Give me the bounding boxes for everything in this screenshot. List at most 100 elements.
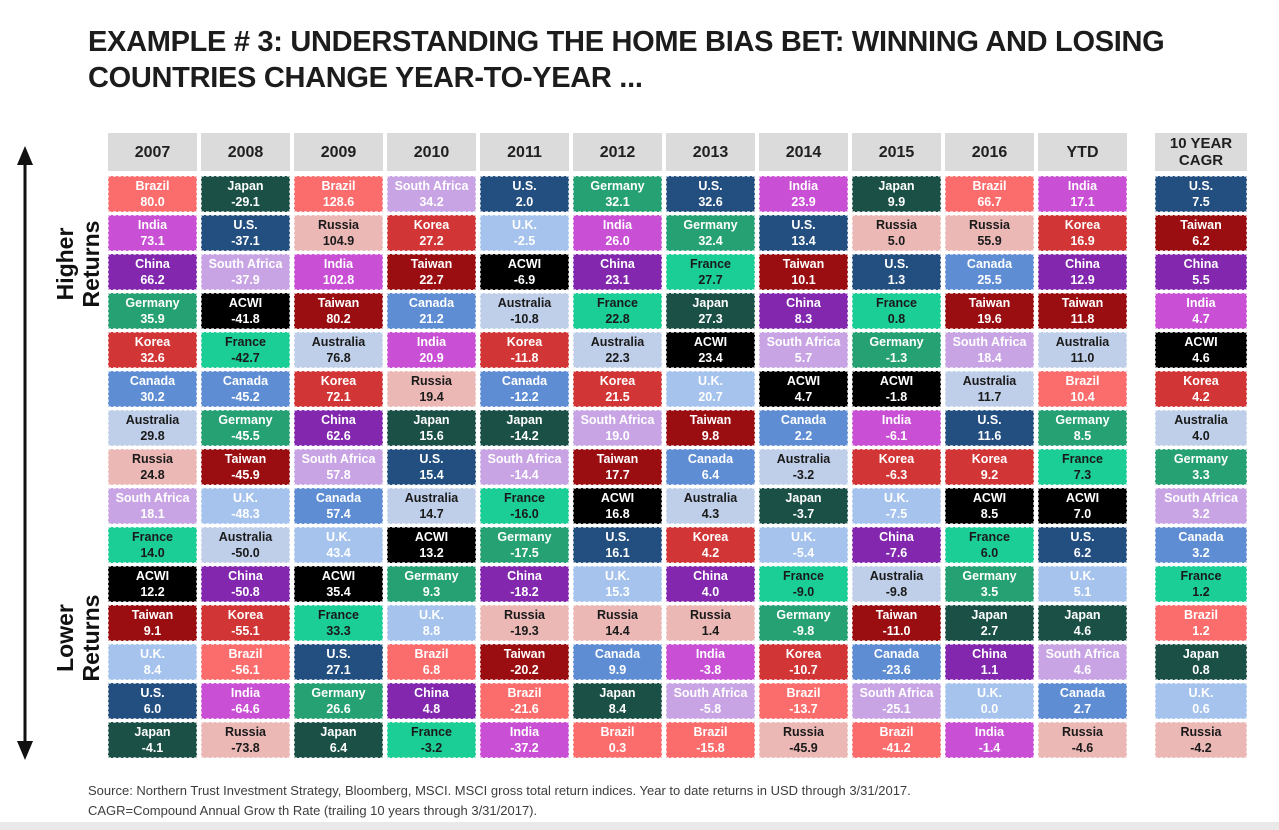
country-label: India (974, 725, 1005, 739)
return-value: -11.8 (510, 351, 539, 365)
return-cell: Korea -10.7 (759, 644, 848, 680)
country-label: ACWI (507, 257, 542, 271)
country-label: Taiwan (503, 647, 546, 661)
country-label: Taiwan (968, 296, 1011, 310)
country-label: Germany (869, 335, 924, 349)
return-cell: India 102.8 (294, 254, 383, 290)
country-label: U.K. (1188, 686, 1214, 700)
return-cell: South Africa 57.8 (294, 449, 383, 485)
country-label: India (788, 179, 819, 193)
return-cell: Australia 14.7 (387, 488, 476, 524)
return-value: 24.8 (140, 468, 165, 482)
return-value: -23.6 (882, 663, 911, 677)
country-label: South Africa (487, 452, 562, 466)
return-cell: South Africa 3.2 (1155, 488, 1247, 524)
return-cell: Germany -45.5 (201, 410, 290, 446)
return-cell: Germany -9.8 (759, 605, 848, 641)
return-value: -56.1 (231, 663, 260, 677)
return-value: 8.5 (1073, 429, 1092, 443)
return-value: 25.5 (977, 273, 1002, 287)
country-label: Germany (590, 179, 645, 193)
return-cell: Russia 5.0 (852, 215, 941, 251)
country-label: Korea (971, 452, 1008, 466)
return-cell: Canada 6.4 (666, 449, 755, 485)
column-header: 2016 (945, 133, 1034, 171)
return-value: -14.2 (510, 429, 539, 443)
country-label: U.K. (140, 647, 165, 661)
column-header: 2007 (108, 133, 197, 171)
return-value: -1.4 (978, 741, 1001, 755)
return-cell: Canada 9.9 (573, 644, 662, 680)
return-cell: Taiwan 6.2 (1155, 215, 1247, 251)
return-value: 4.0 (701, 585, 720, 599)
country-label: U.S. (233, 218, 258, 232)
country-label: Russia (690, 608, 731, 622)
return-value: 6.0 (980, 546, 999, 560)
return-value: 21.5 (605, 390, 630, 404)
return-value: 80.2 (326, 312, 351, 326)
column-2011: 2011 U.S. 2.0 U.K. -2.5 ACWI -6.9 Australia -10.… (480, 133, 569, 758)
return-cell: Australia 11.7 (945, 371, 1034, 407)
return-cell: Canada -12.2 (480, 371, 569, 407)
return-value: 35.9 (140, 312, 165, 326)
return-cell: U.S. 6.0 (108, 683, 197, 719)
return-cell: France 1.2 (1155, 566, 1247, 602)
country-label: Japan (599, 686, 636, 700)
country-label: Brazil (414, 647, 449, 661)
return-value: 23.1 (605, 273, 630, 287)
return-cell: Germany 32.4 (666, 215, 755, 251)
return-value: -3.8 (699, 663, 722, 677)
country-label: Korea (692, 530, 729, 544)
return-value: 9.2 (980, 468, 999, 482)
country-label: South Africa (580, 413, 655, 427)
country-label: Australia (776, 452, 831, 466)
return-cell: ACWI 4.7 (759, 371, 848, 407)
return-value: 13.2 (419, 546, 444, 560)
country-label: Japan (134, 725, 171, 739)
column-header: 2011 (480, 133, 569, 171)
return-cell: ACWI -1.8 (852, 371, 941, 407)
return-value: 17.1 (1070, 195, 1095, 209)
return-value: 3.3 (1192, 468, 1210, 482)
return-cell: U.S. 15.4 (387, 449, 476, 485)
return-cell: U.K. 8.4 (108, 644, 197, 680)
country-label: Germany (497, 530, 552, 544)
return-value: 3.2 (1192, 507, 1210, 521)
country-label: U.K. (698, 374, 723, 388)
country-label: Taiwan (1061, 296, 1104, 310)
return-cell: China 4.0 (666, 566, 755, 602)
country-label: Japan (1182, 647, 1220, 661)
return-value: 6.2 (1192, 234, 1210, 248)
return-cell: ACWI 8.5 (945, 488, 1034, 524)
country-label: China (135, 257, 170, 271)
country-label: China (879, 530, 914, 544)
return-value: 23.4 (698, 351, 723, 365)
country-label: ACWI (879, 374, 914, 388)
return-cell: Brazil -56.1 (201, 644, 290, 680)
country-label: Germany (125, 296, 180, 310)
return-value: 9.9 (608, 663, 627, 677)
return-cell: South Africa 18.4 (945, 332, 1034, 368)
return-value: -6.1 (885, 429, 908, 443)
return-cell: India -3.8 (666, 644, 755, 680)
return-cell: China -7.6 (852, 527, 941, 563)
country-label: India (881, 413, 912, 427)
return-cell: Australia 11.0 (1038, 332, 1127, 368)
country-label: France (225, 335, 266, 349)
return-cell: Taiwan 10.1 (759, 254, 848, 290)
return-cell: China 23.1 (573, 254, 662, 290)
return-cell: Korea 27.2 (387, 215, 476, 251)
country-label: France (969, 530, 1010, 544)
column-10-year-cagr: 10 YEAR CAGR U.S. 7.5 Taiwan 6.2 China 5.5 Indi… (1155, 133, 1247, 758)
return-cell: South Africa 34.2 (387, 176, 476, 212)
return-cell: India 4.7 (1155, 293, 1247, 329)
return-cell: India 26.0 (573, 215, 662, 251)
return-value: 32.6 (698, 195, 723, 209)
return-cell: South Africa -5.8 (666, 683, 755, 719)
return-value: 27.1 (326, 663, 351, 677)
return-value: 7.5 (1192, 195, 1210, 209)
return-value: 57.4 (326, 507, 351, 521)
return-cell: Canada -45.2 (201, 371, 290, 407)
return-cell: Korea -55.1 (201, 605, 290, 641)
country-label: U.S. (1070, 530, 1095, 544)
